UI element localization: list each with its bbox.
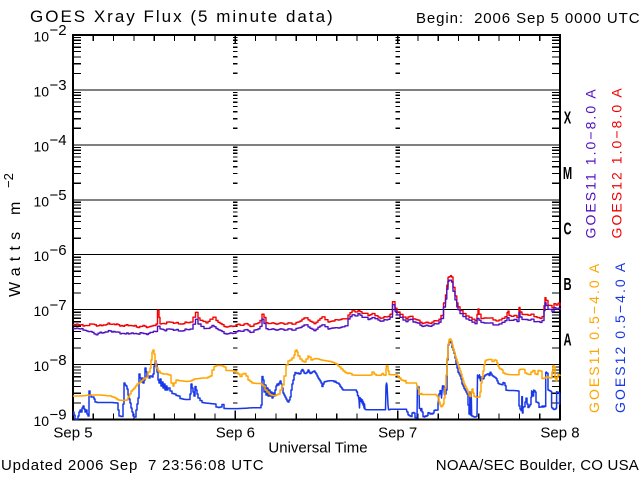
svg-text:10: 10 (34, 193, 50, 209)
svg-text:−2: −2 (50, 22, 67, 39)
svg-text:GOES Xray Flux (5 minute data): GOES Xray Flux (5 minute data) (30, 7, 335, 26)
svg-text:−3: −3 (50, 77, 67, 94)
svg-text:10: 10 (34, 248, 50, 264)
svg-text:−8: −8 (50, 352, 67, 369)
svg-text:−2: −2 (1, 173, 16, 188)
svg-text:10: 10 (34, 413, 50, 429)
svg-text:C: C (563, 219, 571, 239)
svg-text:Sep 7: Sep 7 (378, 425, 417, 442)
svg-text:X: X (564, 108, 571, 128)
svg-text:Watts m: Watts m (7, 196, 24, 297)
svg-text:GOES11 0.5−4.0 A: GOES11 0.5−4.0 A (586, 262, 602, 413)
svg-text:GOES12 0.5−4.0 A: GOES12 0.5−4.0 A (612, 261, 628, 413)
svg-text:B: B (563, 274, 571, 294)
svg-text:−5: −5 (50, 187, 67, 204)
svg-text:−6: −6 (50, 242, 67, 259)
svg-text:GOES11 1.0−8.0 A: GOES11 1.0−8.0 A (583, 87, 599, 238)
svg-text:Universal Time: Universal Time (268, 440, 367, 457)
svg-text:10: 10 (34, 29, 50, 45)
svg-text:10: 10 (34, 358, 50, 374)
svg-text:−9: −9 (50, 407, 67, 424)
svg-text:−4: −4 (50, 132, 67, 149)
svg-text:GOES12 1.0−8.0 A: GOES12 1.0−8.0 A (609, 86, 625, 238)
svg-text:Sep 6: Sep 6 (216, 425, 255, 442)
svg-text:Sep 8: Sep 8 (540, 425, 579, 442)
svg-text:10: 10 (34, 303, 50, 319)
svg-text:10: 10 (34, 83, 50, 99)
svg-text:M: M (563, 163, 572, 183)
svg-text:Begin: 2006 Sep 5 0000 UTC: Begin: 2006 Sep 5 0000 UTC (416, 10, 640, 27)
svg-text:Sep 5: Sep 5 (53, 425, 92, 442)
svg-text:−7: −7 (50, 297, 67, 314)
svg-text:10: 10 (34, 138, 50, 154)
svg-text:Updated 2006 Sep 7 23:56:08 U: Updated 2006 Sep 7 23:56:08 UTC (1, 457, 264, 474)
svg-text:A: A (563, 330, 571, 350)
svg-text:NOAA/SEC Boulder, CO USA: NOAA/SEC Boulder, CO USA (436, 457, 639, 474)
